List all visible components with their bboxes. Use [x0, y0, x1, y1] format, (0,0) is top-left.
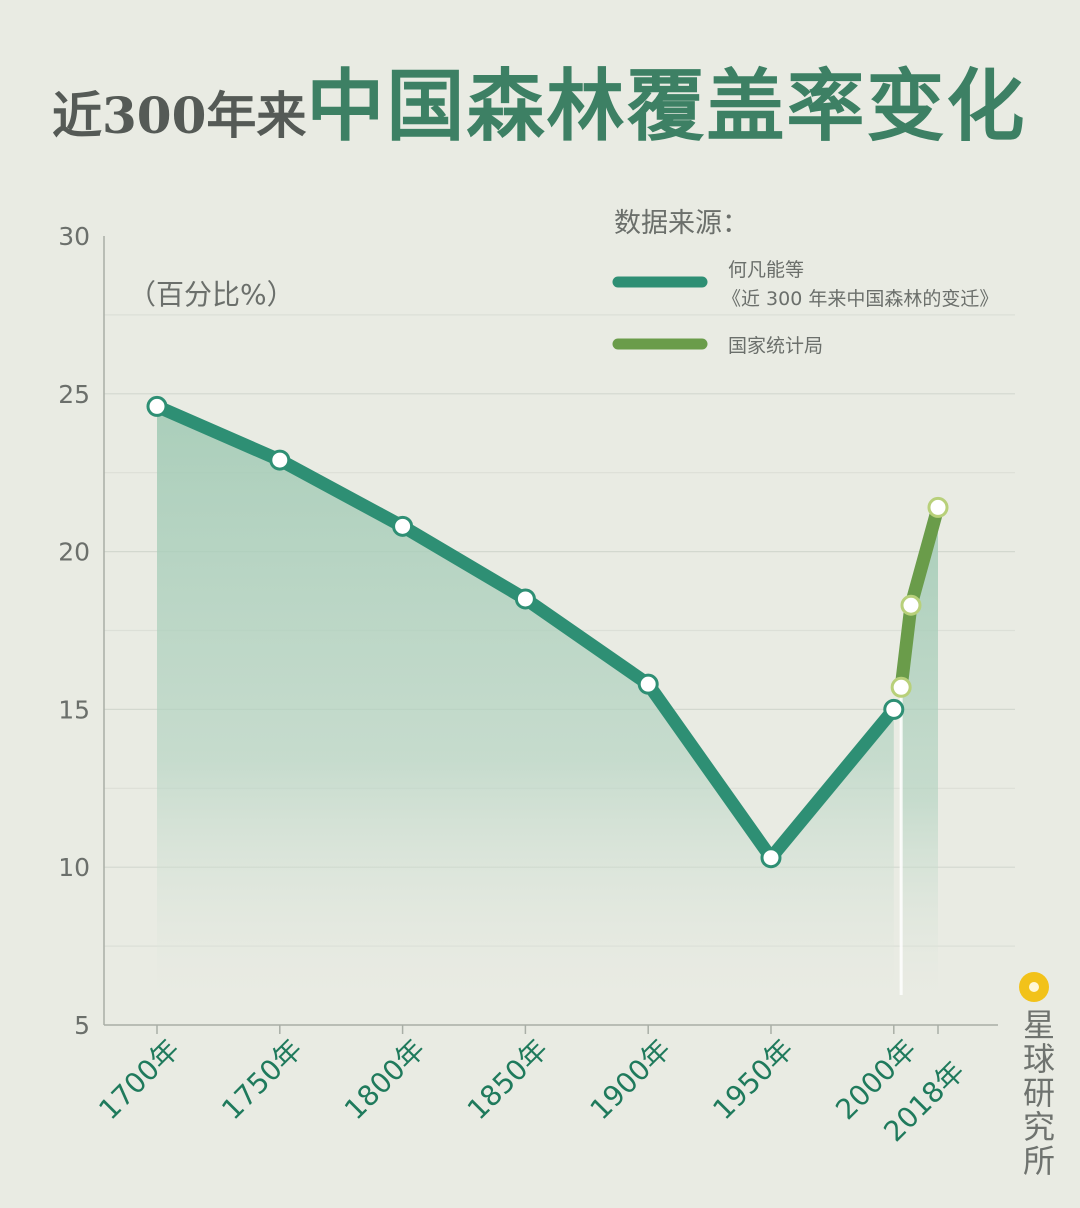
y-tick-label: 30: [58, 222, 90, 251]
title: 近300年来中国森林覆盖率变化: [52, 44, 1052, 154]
data-points: [146, 395, 949, 869]
x-tick-label: 1850年: [461, 1033, 555, 1127]
y-tick-label: 10: [58, 853, 90, 882]
x-tick-label: 1900年: [584, 1033, 678, 1127]
legend-label-stats: 国家统计局: [728, 335, 823, 357]
data-point[interactable]: [146, 395, 168, 417]
brand-name: 星球研究所: [1018, 1008, 1056, 1178]
data-point[interactable]: [269, 449, 291, 471]
title-main: 中国森林覆盖率变化: [306, 61, 1027, 152]
legend-label-main-source: 《近 300 年来中国森林的变迁》: [722, 288, 998, 310]
y-tick-label: 5: [74, 1011, 90, 1040]
x-tick-label: 1950年: [706, 1033, 800, 1127]
legend: 数据来源： 何凡能等《近 300 年来中国森林的变迁》国家统计局: [612, 208, 998, 357]
legend-title: 数据来源：: [614, 208, 749, 239]
y-tick-label: 25: [58, 380, 90, 409]
y-tick-label: 20: [58, 538, 90, 567]
x-tick-label: 1750年: [215, 1033, 309, 1127]
axes: [103, 236, 998, 1034]
data-point[interactable]: [890, 676, 912, 698]
brand: 星球研究所: [1014, 972, 1056, 1178]
data-point[interactable]: [927, 496, 949, 518]
legend-label-main: 何凡能等: [728, 259, 804, 281]
data-point[interactable]: [637, 673, 659, 695]
data-point[interactable]: [514, 588, 536, 610]
x-tick-label: 1700年: [92, 1033, 186, 1127]
area-fill-main: [157, 406, 894, 995]
y-unit-label: （百分比%）: [128, 278, 295, 311]
sun-logo-icon: [1019, 972, 1049, 1002]
x-tick-label: 1800年: [338, 1033, 432, 1127]
title-prefix: 近300年来: [52, 86, 307, 145]
data-point[interactable]: [883, 698, 905, 720]
y-tick-label: 15: [58, 695, 90, 724]
area-fill: [157, 406, 938, 995]
data-point[interactable]: [900, 594, 922, 616]
data-point[interactable]: [392, 515, 414, 537]
data-point[interactable]: [760, 847, 782, 869]
